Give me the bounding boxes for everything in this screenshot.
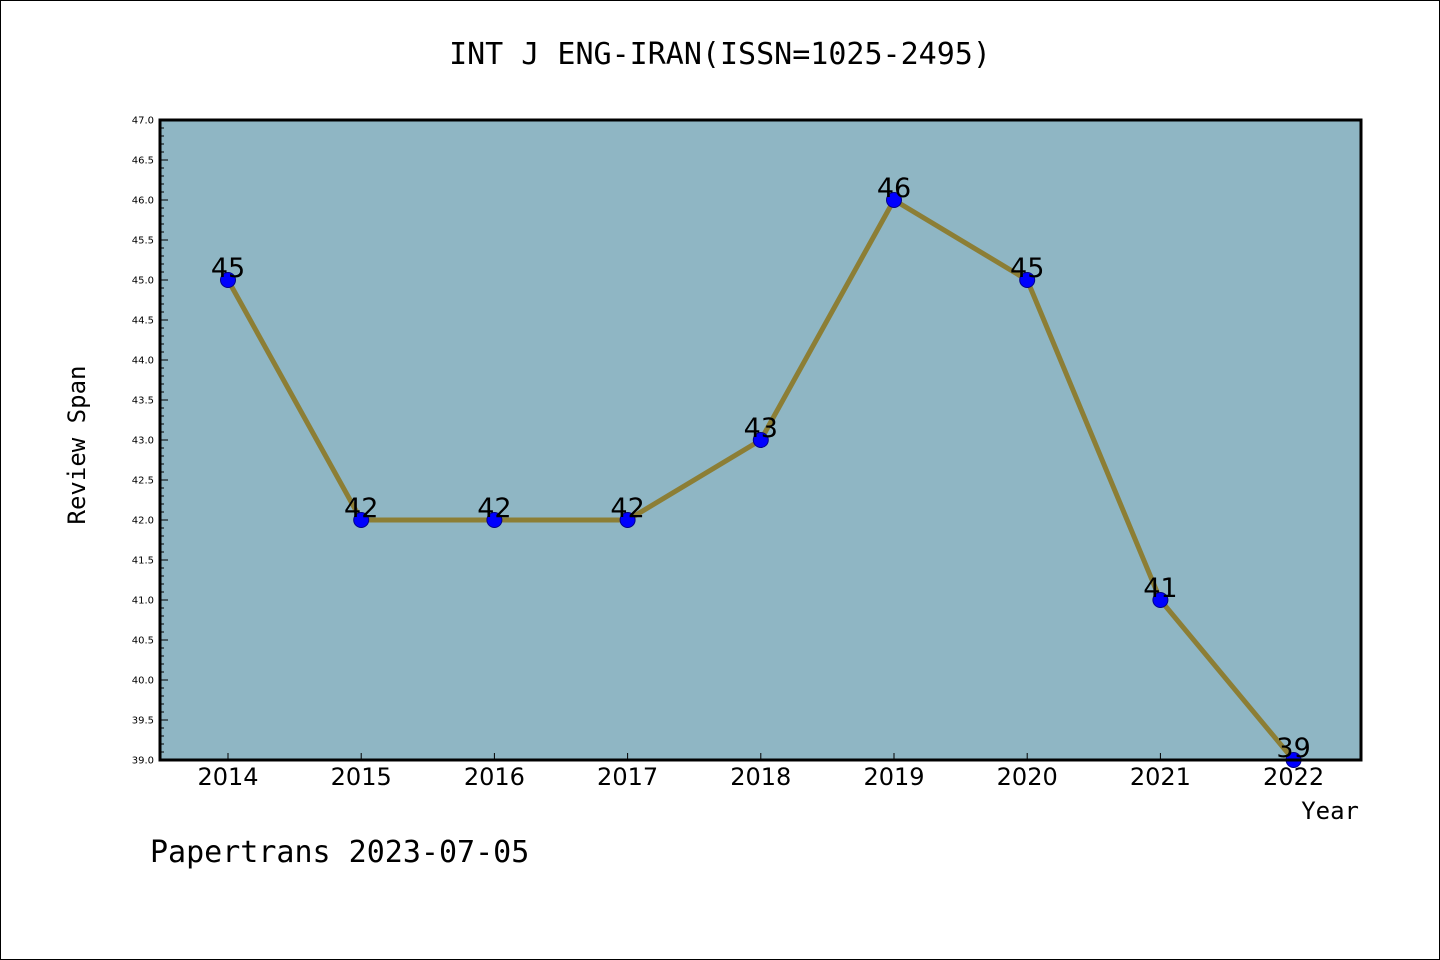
y-tick-label: 41.0 <box>132 596 154 607</box>
y-tick-label: 44.5 <box>132 316 154 327</box>
data-point <box>353 512 370 528</box>
x-tick-label: 2019 <box>863 763 924 791</box>
data-label: 42 <box>477 493 511 524</box>
y-tick-label: 43.5 <box>132 396 154 407</box>
x-tick-label: 2020 <box>997 763 1058 791</box>
y-tick-label: 45.5 <box>132 236 154 247</box>
plot-border <box>158 118 1363 762</box>
x-tick-label: 2017 <box>597 763 658 791</box>
data-label: 45 <box>211 253 245 284</box>
y-tick-label: 39.0 <box>132 756 154 767</box>
x-tick-label: 2015 <box>331 763 392 791</box>
y-tick-label: 42.5 <box>132 476 154 487</box>
data-label: 46 <box>877 173 911 204</box>
x-tick-label: 2014 <box>197 763 258 791</box>
data-point <box>1019 272 1036 288</box>
x-tick-label: 2016 <box>464 763 525 791</box>
x-tick-label: 2021 <box>1130 763 1191 791</box>
y-tick-label: 47.0 <box>132 116 154 127</box>
chart-title: INT J ENG-IRAN(ISSN=1025-2495) <box>449 37 991 72</box>
x-tick-label: 2018 <box>730 763 791 791</box>
data-point <box>619 512 636 528</box>
data-point <box>220 272 236 288</box>
y-tick-label: 44.0 <box>132 356 154 367</box>
y-tick-label: 40.0 <box>132 676 154 687</box>
data-label: 42 <box>610 493 644 524</box>
y-tick-label: 41.5 <box>132 556 154 567</box>
data-point <box>486 512 503 528</box>
x-axis-label: Year <box>1301 797 1359 825</box>
y-tick-label: 39.5 <box>132 716 154 727</box>
y-tick-label: 46.5 <box>132 156 154 167</box>
data-point <box>752 432 769 448</box>
data-label: 42 <box>344 493 378 524</box>
data-label: 43 <box>744 413 778 444</box>
data-label: 41 <box>1143 573 1177 604</box>
y-tick-label: 43.0 <box>132 436 154 447</box>
y-tick-label: 45.0 <box>132 276 154 287</box>
footer-text: Papertrans 2023-07-05 <box>150 835 530 870</box>
data-point <box>1152 592 1169 608</box>
y-tick-label: 46.0 <box>132 196 154 207</box>
y-tick-label: 42.0 <box>132 516 154 527</box>
data-point <box>886 192 902 208</box>
y-tick-label: 40.5 <box>132 636 154 647</box>
data-label: 45 <box>1010 253 1044 284</box>
